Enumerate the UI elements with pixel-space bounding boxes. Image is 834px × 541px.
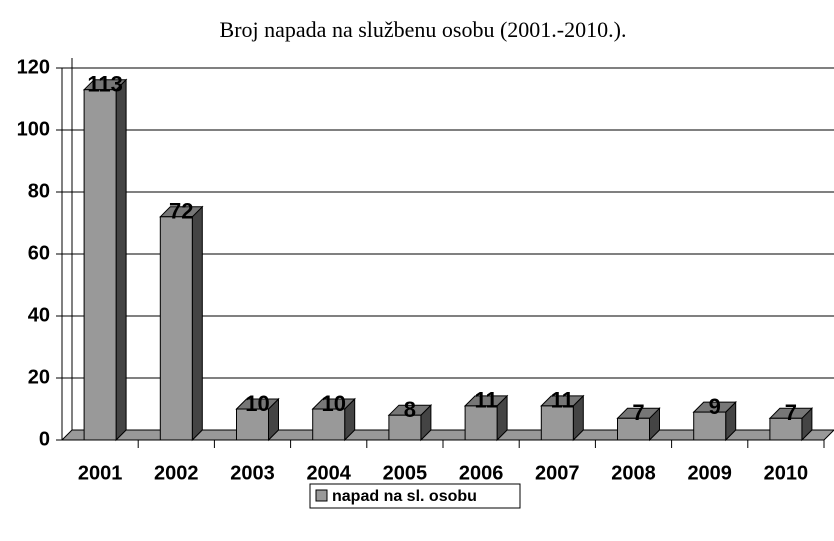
x-tick-label: 2008 — [611, 462, 656, 484]
x-tick-label: 2004 — [306, 462, 351, 484]
bar — [768, 407, 814, 442]
value-label: 113 — [87, 72, 123, 97]
legend-frame — [309, 483, 521, 509]
y-tick-label: 40 — [28, 304, 50, 326]
y-tick-label: 60 — [28, 242, 50, 264]
x-tick-label: 2001 — [78, 462, 123, 484]
value-label: 8 — [404, 397, 416, 422]
x-tick-label: 2009 — [687, 462, 732, 484]
legend-swatch — [315, 489, 328, 502]
bar-front — [617, 417, 650, 441]
bar — [311, 397, 356, 442]
value-label: 72 — [169, 199, 193, 224]
bar — [616, 407, 661, 442]
value-label: 10 — [245, 391, 269, 416]
bar — [692, 400, 737, 442]
y-tick-label: 0 — [39, 428, 50, 450]
y-tick-label: 120 — [17, 56, 50, 78]
x-tick-label: 2006 — [459, 462, 504, 484]
x-tick-label: 2003 — [230, 462, 275, 484]
y-tick-label: 80 — [28, 180, 50, 202]
bar-front — [159, 216, 193, 441]
x-tick-label: 2002 — [154, 462, 199, 484]
value-label: 11 — [551, 388, 574, 413]
value-label: 7 — [632, 400, 644, 425]
value-label: 11 — [474, 388, 497, 413]
bar — [540, 394, 585, 442]
value-label: 9 — [709, 394, 721, 419]
bar-front — [388, 414, 422, 441]
bar-front — [312, 408, 346, 441]
bar — [463, 394, 509, 442]
x-tick-label: 2007 — [535, 462, 580, 484]
bar-front — [464, 405, 498, 441]
bar-side — [191, 205, 203, 442]
chart-title: Broj napada na službenu osobu (2001.-201… — [220, 17, 627, 42]
bar-front — [236, 408, 269, 441]
bar — [82, 78, 128, 442]
bar-side — [115, 78, 127, 442]
bar-front — [693, 411, 727, 441]
bar — [387, 403, 433, 442]
legend-label: napad na sl. osobu — [332, 488, 477, 505]
bar — [235, 397, 280, 442]
y-tick-label: 100 — [17, 118, 50, 140]
bar — [159, 205, 204, 442]
bar-front — [540, 405, 574, 441]
value-label: 10 — [321, 391, 345, 416]
x-tick-label: 2010 — [764, 462, 809, 484]
bar-front — [83, 89, 117, 441]
y-tick-label: 20 — [28, 366, 50, 388]
x-tick-label: 2005 — [383, 462, 428, 484]
bar-front — [769, 417, 803, 441]
value-label: 7 — [785, 400, 797, 425]
